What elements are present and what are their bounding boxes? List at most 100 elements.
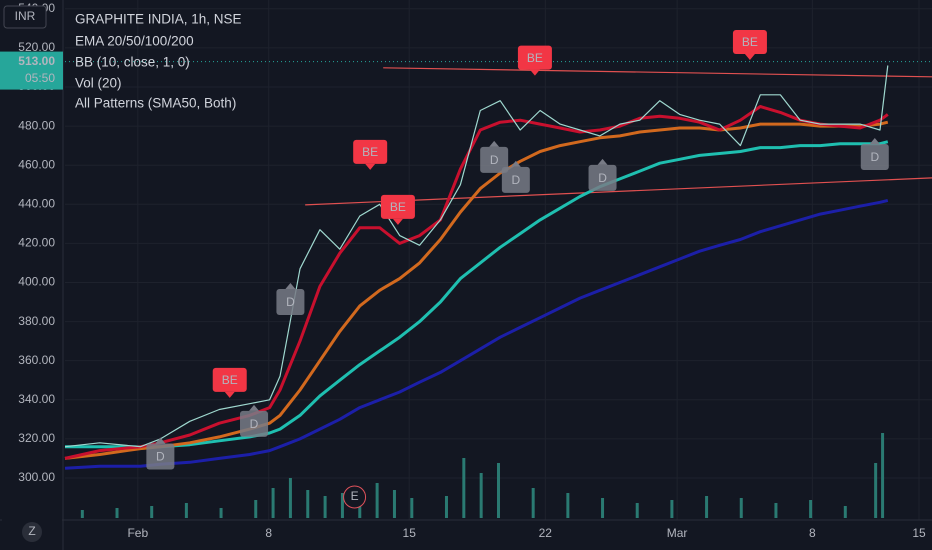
volume-bar xyxy=(254,500,258,518)
volume-bar xyxy=(80,510,84,518)
x-tick-label: Mar xyxy=(667,526,688,540)
pattern-label: D xyxy=(490,153,499,167)
pattern-label: D xyxy=(250,417,259,431)
volume-bar xyxy=(375,483,379,518)
pattern-pointer xyxy=(529,69,540,76)
y-tick-label: 320.00 xyxy=(18,431,55,445)
pattern-pointer xyxy=(224,391,235,398)
axes: 300.00 320.00 340.00 360.00 380.00 400.00 420.… xyxy=(0,1,926,540)
volume-bar xyxy=(843,506,847,518)
y-tick-label: 460.00 xyxy=(18,157,55,171)
volume-bar xyxy=(774,503,778,518)
pattern-badge xyxy=(146,443,175,470)
volume-bar xyxy=(288,478,292,518)
trendline xyxy=(383,67,932,78)
pattern-label: BE xyxy=(362,145,378,159)
currency-badge[interactable] xyxy=(3,5,47,29)
pattern-badge xyxy=(480,146,509,173)
volume-bar xyxy=(566,493,570,518)
pattern-pointer xyxy=(869,137,880,144)
x-tick-label: 22 xyxy=(539,526,553,540)
pattern-badge xyxy=(353,139,388,164)
pattern-pointer xyxy=(510,160,521,167)
x-tick-label: 15 xyxy=(403,526,417,540)
earnings-marker xyxy=(343,485,367,509)
currency: INR xyxy=(15,9,36,23)
chart-title: GRAPHITE INDIA, 1h, NSE xyxy=(75,12,242,27)
pattern-badge xyxy=(380,194,415,219)
pattern-badge xyxy=(240,410,269,437)
volume-bar xyxy=(392,490,396,518)
pattern-label: D xyxy=(598,171,607,185)
pattern-badge xyxy=(588,164,617,191)
y-tick-label: 340.00 xyxy=(18,392,55,406)
volume-bar xyxy=(497,463,500,518)
volume-bar xyxy=(444,496,448,518)
x-tick-label: 8 xyxy=(265,526,272,540)
pattern-label: BE xyxy=(222,373,238,387)
volume-bar xyxy=(881,433,885,518)
pattern-pointer xyxy=(489,140,500,147)
volume-bar xyxy=(670,500,674,518)
y-tick-label: 420.00 xyxy=(18,236,55,250)
pattern-label: BE xyxy=(527,51,543,65)
volume-bar xyxy=(635,503,639,518)
pattern-badge xyxy=(860,143,889,170)
pattern-label: D xyxy=(512,173,521,187)
pattern-label: BE xyxy=(390,200,406,214)
pattern-pointer xyxy=(285,283,296,290)
volume-layer: E xyxy=(80,433,885,518)
series-line xyxy=(64,65,889,448)
volume-bar xyxy=(219,508,223,518)
volume-bar xyxy=(323,496,327,518)
grid xyxy=(65,0,932,520)
pattern-pointer xyxy=(155,437,166,444)
y-tick-label: 480.00 xyxy=(18,118,55,132)
pattern-badge xyxy=(212,367,247,392)
pattern-badge xyxy=(501,166,530,193)
volume-bar xyxy=(410,498,414,518)
time-axis xyxy=(0,520,932,550)
scale-button[interactable] xyxy=(22,522,42,542)
volume-bar xyxy=(874,463,878,518)
earnings-label: E xyxy=(351,489,359,503)
pattern-pointer xyxy=(597,158,608,165)
y-tick-label: 440.00 xyxy=(18,196,55,210)
price-tag xyxy=(0,51,63,90)
volume-bar xyxy=(340,493,344,518)
pattern-badge xyxy=(732,30,767,55)
pattern-pointer xyxy=(392,218,403,225)
pattern-label: D xyxy=(156,450,165,464)
y-tick-label: 380.00 xyxy=(18,314,55,328)
pattern-pointer xyxy=(744,54,755,61)
indicator: Vol (20) xyxy=(75,76,122,91)
indicator: EMA 20/50/100/200 xyxy=(75,34,194,49)
pattern-badge xyxy=(517,45,552,70)
volume-bar xyxy=(531,488,535,518)
pattern-label: D xyxy=(870,150,879,164)
pattern-badge xyxy=(276,289,305,316)
volume-bar xyxy=(739,498,743,518)
volume-bar xyxy=(705,496,709,518)
y-tick-label: 360.00 xyxy=(18,353,55,367)
pattern-pointer xyxy=(365,163,376,170)
volume-bar xyxy=(462,458,466,518)
x-tick-label: 15 xyxy=(912,526,926,540)
price-tag-label: 513.00 xyxy=(18,54,55,68)
volume-bar xyxy=(306,490,310,518)
countdown: 05:50 xyxy=(25,71,55,85)
indicator: All Patterns (SMA50, Both) xyxy=(75,96,236,111)
volume-bar xyxy=(150,506,154,518)
volume-bar xyxy=(271,488,275,518)
volume-bar xyxy=(601,498,605,518)
series-line xyxy=(64,198,889,470)
volume-bar xyxy=(809,500,813,518)
pattern-label: D xyxy=(286,295,295,309)
volume-bar xyxy=(479,473,483,518)
y-tick-label: 400.00 xyxy=(18,275,55,289)
scale-button-label: Z xyxy=(28,524,35,538)
volume-bar xyxy=(184,503,188,518)
indicator: BB (10, close, 1, 0) xyxy=(75,55,190,70)
y-tick-label: 300.00 xyxy=(18,470,55,484)
